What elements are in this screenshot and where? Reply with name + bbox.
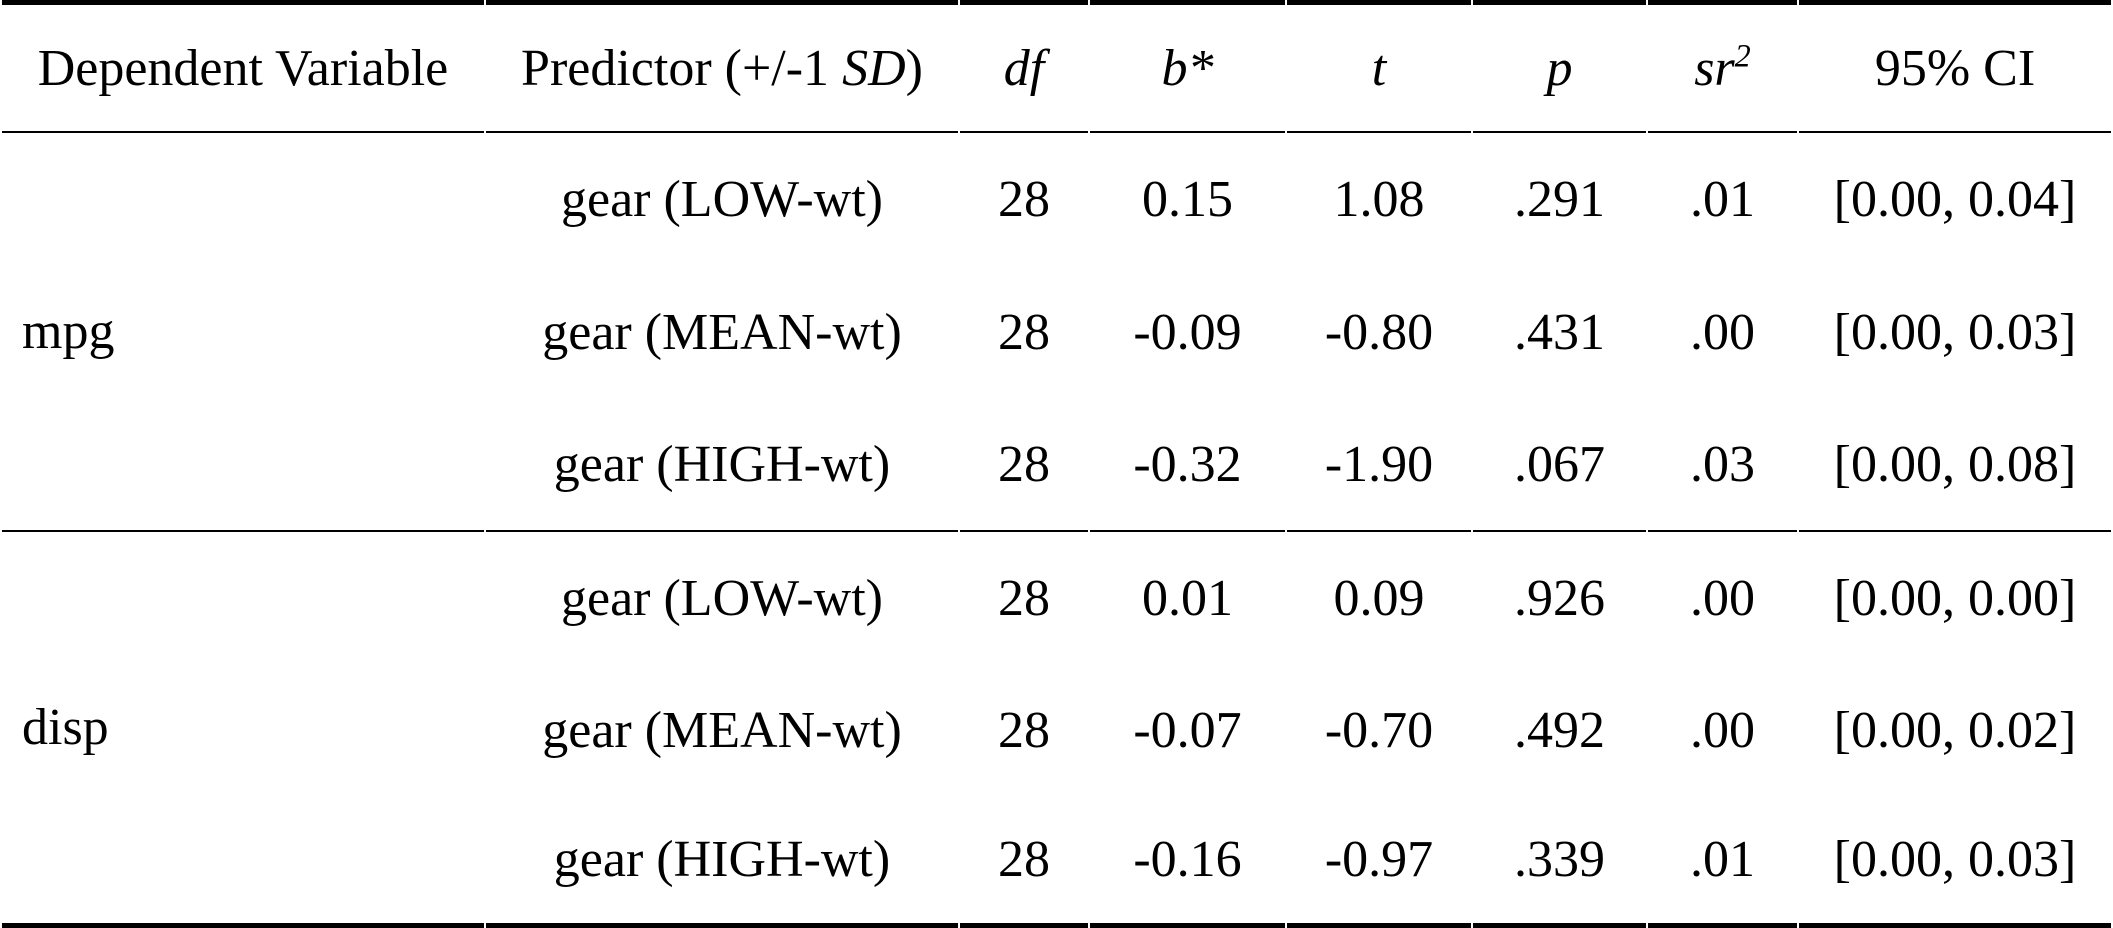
header-b-star: b* [1090,0,1285,133]
table-row: gear (MEAN-wt) 28 -0.09 -0.80 .431 .00 [… [2,266,2111,399]
cell-95-ci: [0.00, 0.03] [1799,796,2111,928]
header-predictor-prefix: Predictor (+/-1 [521,39,843,97]
cell-sr-squared: .00 [1690,569,1755,627]
header-predictor-suffix: ) [905,39,923,97]
header-sr-squared: sr2 [1648,0,1797,133]
cell-95-ci: [0.00, 0.04] [1833,171,2077,228]
cell-dependent-variable: disp [2,532,484,928]
cell-sr-squared: .01 [1690,171,1755,228]
section-mpg: mpg gear (LOW-wt) 28 0.15 1.08 .291 .01 … [2,133,2111,532]
cell-p: .431 [1514,304,1605,361]
cell-t: -0.80 [1324,304,1434,361]
cell-b-star: 0.01 [1142,569,1233,627]
table-row: disp gear (LOW-wt) 28 0.01 0.09 .926 .00… [2,532,2111,928]
cell-t: 0.09 [1333,569,1425,627]
cell-df: 28 [998,701,1050,759]
header-row: Dependent Variable Predictor (+/-1 SD) d… [2,0,2111,133]
cell-sr-squared: .00 [1690,304,1755,361]
cell-sr-squared: .03 [1648,399,1797,532]
cell-b-star: -0.07 [1133,701,1242,759]
cell-p: .339 [1473,796,1646,928]
header-95-ci: 95% CI [1799,0,2111,133]
header-predictor: Predictor (+/-1 SD) [486,0,958,133]
header-df: df [960,0,1088,133]
cell-95-ci: [0.00, 0.00] [1833,569,2077,627]
cell-t: -1.90 [1287,399,1471,532]
header-sr-superscript: 2 [1734,37,1751,74]
cell-predictor: gear (HIGH-wt) [486,796,958,928]
cell-b-star: 0.15 [1142,171,1233,228]
table-row: gear (HIGH-wt) 28 -0.32 -1.90 .067 .03 [… [2,399,2111,532]
cell-predictor: gear (LOW-wt) [561,171,883,228]
header-t: t [1287,0,1471,133]
cell-df: 28 [960,796,1088,928]
cell-b-star: -0.32 [1090,399,1285,532]
cell-dependent-variable: mpg [2,133,484,532]
cell-b-star: -0.16 [1090,796,1285,928]
cell-95-ci: [0.00, 0.08] [1799,399,2111,532]
cell-predictor: gear (LOW-wt) [561,569,883,627]
cell-p: .067 [1473,399,1646,532]
section-disp: disp gear (LOW-wt) 28 0.01 0.09 .926 .00… [2,532,2111,928]
cell-t: -0.70 [1324,701,1434,759]
cell-95-ci: [0.00, 0.02] [1833,701,2077,759]
table-row: gear (HIGH-wt) 28 -0.16 -0.97 .339 .01 [… [2,796,2111,928]
cell-df: 28 [998,304,1050,361]
cell-b-star: -0.09 [1133,304,1242,361]
header-p: p [1473,0,1646,133]
cell-df: 28 [998,569,1050,627]
cell-predictor: gear (MEAN-wt) [542,701,902,759]
table-header: Dependent Variable Predictor (+/-1 SD) d… [2,0,2111,133]
cell-df: 28 [960,399,1088,532]
table-row: gear (MEAN-wt) 28 -0.07 -0.70 .492 .00 [… [2,664,2111,796]
cell-df: 28 [998,171,1050,228]
header-sr-base: sr [1694,39,1735,97]
cell-p: .291 [1514,171,1605,228]
table-row: mpg gear (LOW-wt) 28 0.15 1.08 .291 .01 … [2,133,2111,532]
cell-sr-squared: .01 [1648,796,1797,928]
cell-predictor: gear (MEAN-wt) [542,304,902,361]
cell-p: .492 [1514,701,1605,759]
cell-predictor: gear (HIGH-wt) [486,399,958,532]
cell-p: .926 [1514,569,1605,627]
cell-t: 1.08 [1333,171,1425,228]
header-dependent-variable: Dependent Variable [2,0,484,133]
cell-95-ci: [0.00, 0.03] [1833,304,2077,361]
header-predictor-sd: SD [842,39,906,97]
cell-t: -0.97 [1287,796,1471,928]
cell-sr-squared: .00 [1690,701,1755,759]
